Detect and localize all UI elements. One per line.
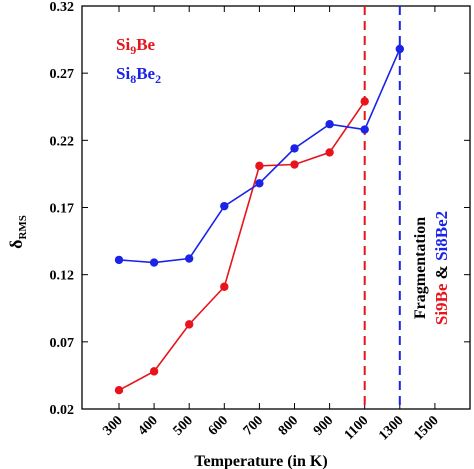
data-point-series1 bbox=[255, 179, 264, 188]
data-point-series1 bbox=[114, 255, 124, 265]
x-tick-label: 300 bbox=[100, 413, 125, 438]
data-point-series0 bbox=[360, 97, 369, 106]
y-tick-label: 0.07 bbox=[50, 336, 75, 351]
y-tick-label: 0.22 bbox=[50, 134, 75, 149]
x-tick-label: 600 bbox=[206, 413, 231, 438]
data-point-series0 bbox=[290, 160, 299, 169]
legend-entry-si8be2: Si8Be2 bbox=[116, 64, 161, 86]
x-tick-label: 1300 bbox=[376, 413, 406, 443]
x-tick-label: 1100 bbox=[342, 413, 372, 443]
data-point-series0 bbox=[114, 385, 124, 395]
annotation-fragmentation: Fragmentation bbox=[412, 217, 429, 319]
data-point-series0 bbox=[149, 367, 159, 376]
data-point-series1 bbox=[220, 201, 229, 211]
data-point-series0 bbox=[325, 148, 334, 157]
x-tick-label: 700 bbox=[241, 413, 266, 438]
axes-layer: 0.02 0.07 0.12 0.17 0.22 0.27 0.32 300 400 500 600… bbox=[50, 0, 471, 444]
data-point-series0 bbox=[185, 320, 194, 329]
y-tick-label: 0.27 bbox=[50, 67, 75, 82]
y-tick-label: 0.32 bbox=[50, 0, 75, 15]
series-line-0 bbox=[118, 100, 366, 391]
vertical-lines bbox=[363, 6, 401, 409]
x-tick-label: 900 bbox=[311, 413, 336, 438]
annotation-species: Si9Be & Si8Be2 bbox=[432, 211, 451, 325]
data-point-series1 bbox=[290, 144, 299, 153]
series-line-1 bbox=[118, 48, 401, 264]
y-tick-label: 0.17 bbox=[50, 202, 75, 217]
x-tick-label: 800 bbox=[276, 413, 301, 438]
x-tick-label: 400 bbox=[135, 413, 160, 438]
data-point-series0 bbox=[220, 282, 229, 291]
data-point-series1 bbox=[395, 44, 404, 54]
y-tick-label: 0.02 bbox=[50, 403, 75, 418]
y-axis-title: δRMS bbox=[6, 215, 29, 249]
data-point-series1 bbox=[185, 254, 194, 263]
x-axis-title: Temperature (in K) bbox=[194, 453, 327, 469]
x-tick-label: 1500 bbox=[411, 413, 441, 443]
data-point-series1 bbox=[360, 125, 369, 134]
data-point-series1 bbox=[325, 120, 334, 129]
y-tick-label: 0.12 bbox=[50, 269, 75, 284]
data-point-series0 bbox=[255, 161, 264, 171]
legend-entry-si9be: Si9Be bbox=[116, 35, 156, 57]
series-layer bbox=[114, 44, 404, 395]
x-tick-label: 500 bbox=[171, 413, 196, 438]
data-point-series1 bbox=[149, 258, 159, 267]
